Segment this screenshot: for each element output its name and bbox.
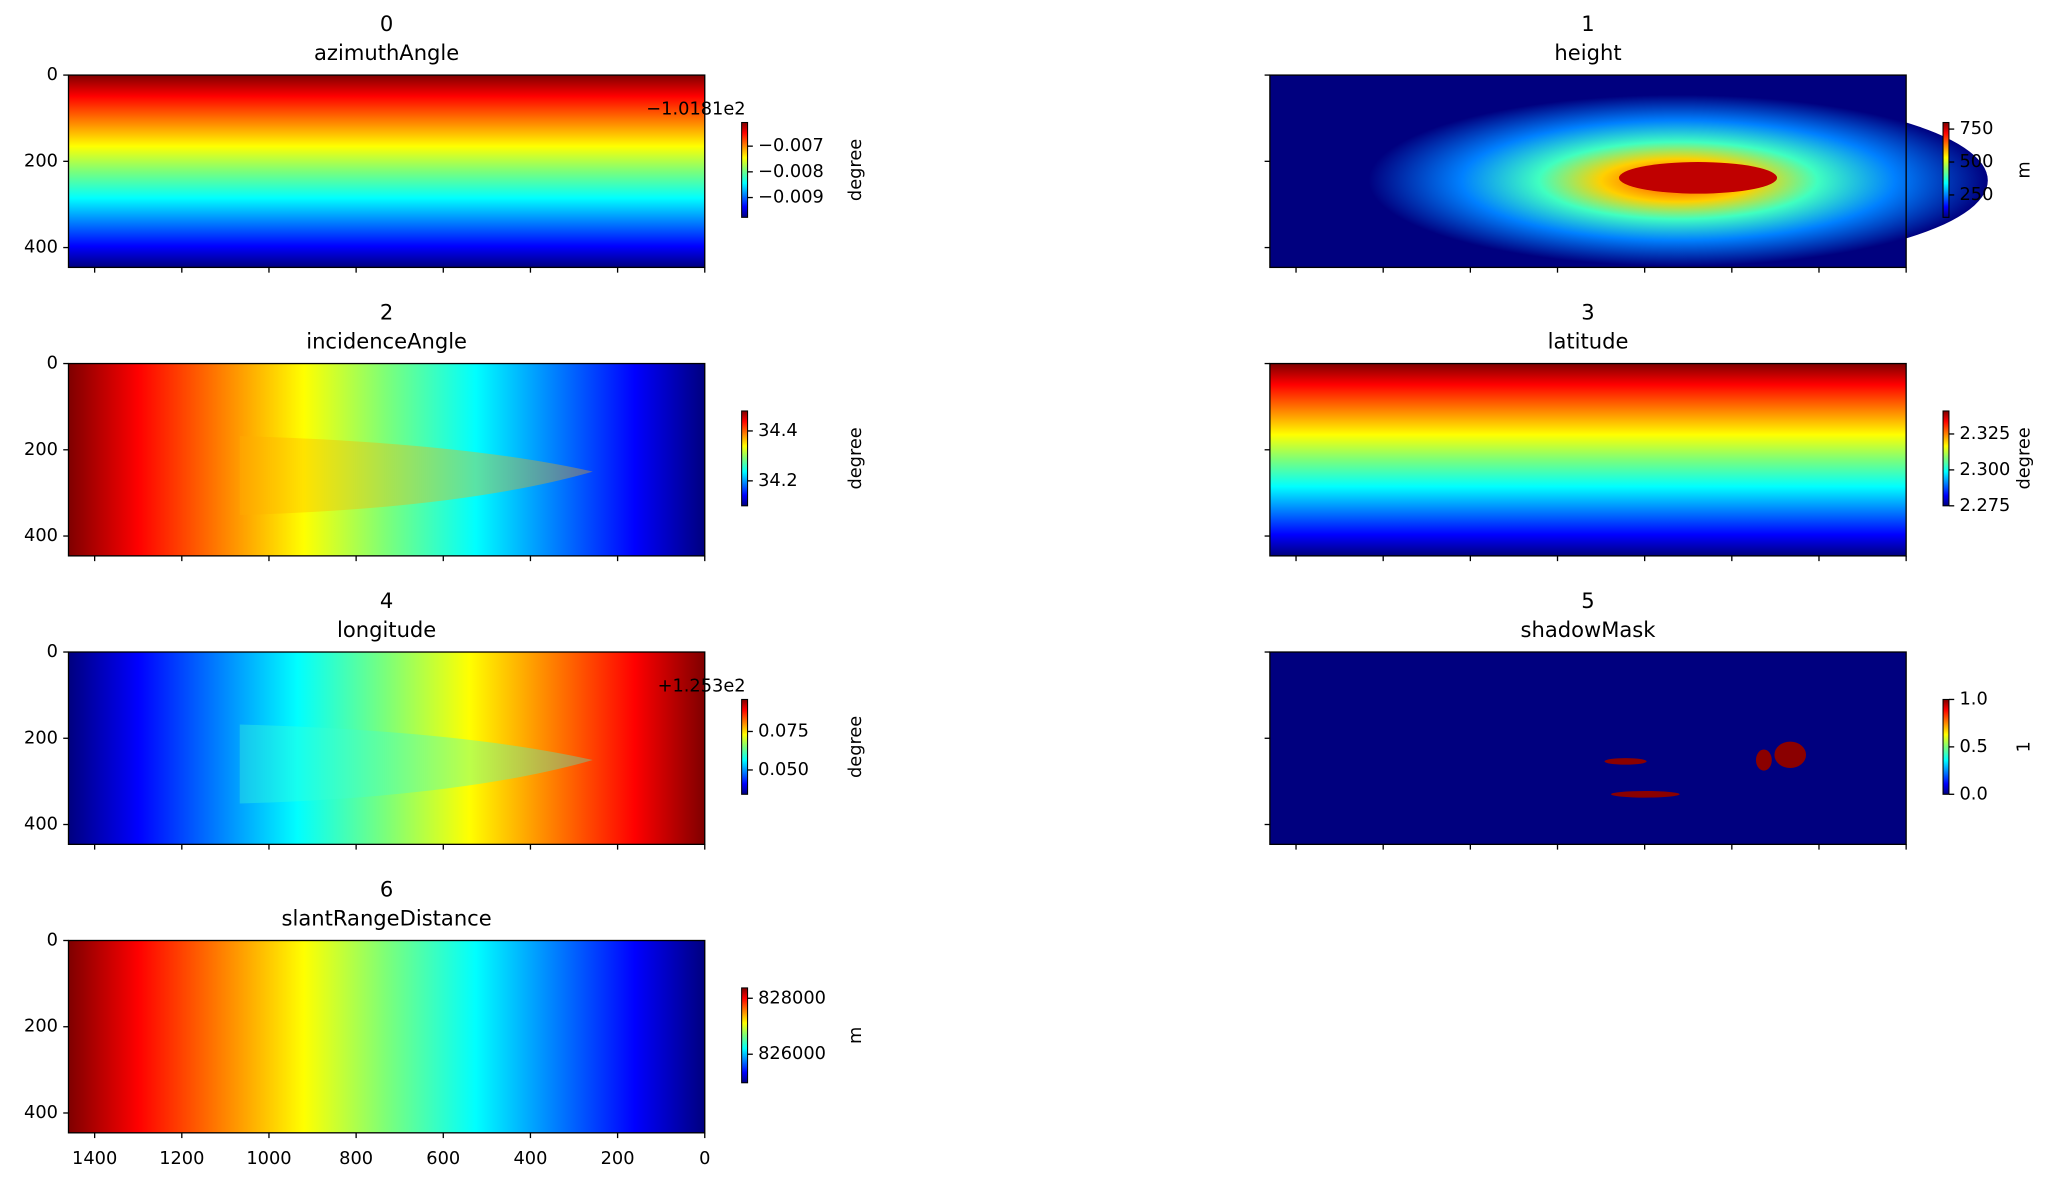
colorbar-tick-label: 0.0 — [1959, 783, 1987, 804]
colorbar-label: m — [845, 1027, 866, 1044]
x-tick-label: 400 — [513, 1148, 547, 1169]
y-tick-label: 400 — [24, 525, 58, 546]
colorbar-tick-label: 1.0 — [1959, 688, 1987, 709]
colorbar-tick-label: 500 — [1959, 151, 1993, 172]
panel-title: slantRangeDistance — [282, 905, 492, 930]
colorbar-tick-label: 826000 — [758, 1043, 826, 1064]
x-tick-label: 0 — [699, 1148, 710, 1169]
y-tick-label: 200 — [24, 1016, 58, 1037]
panel-title: incidenceAngle — [306, 328, 467, 353]
colorbar-tick-label: 828000 — [758, 987, 826, 1008]
heatmap-image — [68, 75, 705, 268]
colorbar — [1942, 121, 1950, 218]
colorbar — [741, 987, 749, 1084]
colorbar-tick-label: 0.075 — [758, 720, 809, 741]
offset-text: +1.253e2 — [658, 675, 746, 696]
y-tick-label: 200 — [24, 439, 58, 460]
colorbar-tick-label: 750 — [1959, 118, 1993, 139]
x-tick-label: 200 — [601, 1148, 635, 1169]
panel-index: 0 — [380, 11, 393, 36]
colorbar — [741, 121, 749, 218]
heatmap-image — [1269, 363, 1907, 556]
panel-index: 3 — [1581, 300, 1594, 325]
y-tick-label: 0 — [47, 641, 58, 662]
colorbar-tick-label: −0.007 — [758, 135, 824, 156]
panel-index: 6 — [380, 876, 393, 901]
heatmap-image — [68, 940, 705, 1133]
colorbar-tick-label: 2.275 — [1959, 495, 2010, 516]
axes-frame — [1269, 362, 1907, 557]
axes-frame — [67, 651, 706, 846]
colorbar — [1942, 410, 1950, 507]
y-tick-label: 400 — [24, 237, 58, 258]
x-tick-label: 1200 — [159, 1148, 204, 1169]
panel-index: 5 — [1581, 588, 1594, 613]
y-tick-label: 0 — [47, 930, 58, 951]
heatmap-image — [68, 652, 705, 845]
offset-text: −1.0181e2 — [646, 98, 745, 119]
colorbar — [741, 698, 749, 795]
panel-title: longitude — [337, 617, 436, 642]
y-tick-label: 200 — [24, 150, 58, 171]
axes-frame — [67, 74, 706, 269]
x-tick-label: 1000 — [246, 1148, 291, 1169]
colorbar-tick-label: −0.008 — [758, 161, 824, 182]
y-tick-label: 400 — [24, 1102, 58, 1123]
colorbar-label: 1 — [2014, 741, 2035, 752]
heatmap-image — [1269, 652, 1907, 845]
y-tick-label: 400 — [24, 814, 58, 835]
panel-title: latitude — [1548, 328, 1629, 353]
colorbar-tick-label: 34.4 — [758, 420, 798, 441]
panel-title: shadowMask — [1521, 617, 1657, 642]
axes-frame — [1269, 651, 1907, 846]
colorbar-tick-label: 250 — [1959, 184, 1993, 205]
axes-frame — [67, 362, 706, 557]
colorbar-tick-label: 0.5 — [1959, 736, 1987, 757]
panel-title: height — [1554, 40, 1621, 65]
colorbar-tick-label: 2.325 — [1959, 423, 2010, 444]
panel-title: azimuthAngle — [314, 40, 459, 65]
x-tick-label: 1400 — [72, 1148, 117, 1169]
colorbar-tick-label: 2.300 — [1959, 459, 2010, 480]
x-tick-label: 800 — [339, 1148, 373, 1169]
colorbar-label: degree — [2014, 427, 2035, 489]
y-tick-label: 0 — [47, 353, 58, 374]
colorbar-label: degree — [845, 427, 866, 489]
x-tick-label: 600 — [426, 1148, 460, 1169]
colorbar-label: degree — [845, 716, 866, 778]
colorbar-tick-label: 0.050 — [758, 759, 809, 780]
heatmap-image — [1269, 75, 1988, 268]
colorbar — [1942, 698, 1950, 795]
panel-index: 4 — [380, 588, 393, 613]
colorbar — [741, 410, 749, 507]
axes-frame — [67, 939, 706, 1134]
heatmap-image — [68, 363, 705, 556]
colorbar-tick-label: 34.2 — [758, 470, 798, 491]
colorbar-tick-label: −0.009 — [758, 187, 824, 208]
colorbar-label: degree — [845, 139, 866, 201]
y-tick-label: 0 — [47, 64, 58, 85]
panel-index: 2 — [380, 300, 393, 325]
axes-frame — [1269, 74, 1907, 269]
y-tick-label: 200 — [24, 727, 58, 748]
colorbar-label: m — [2014, 161, 2035, 178]
panel-index: 1 — [1581, 11, 1594, 36]
